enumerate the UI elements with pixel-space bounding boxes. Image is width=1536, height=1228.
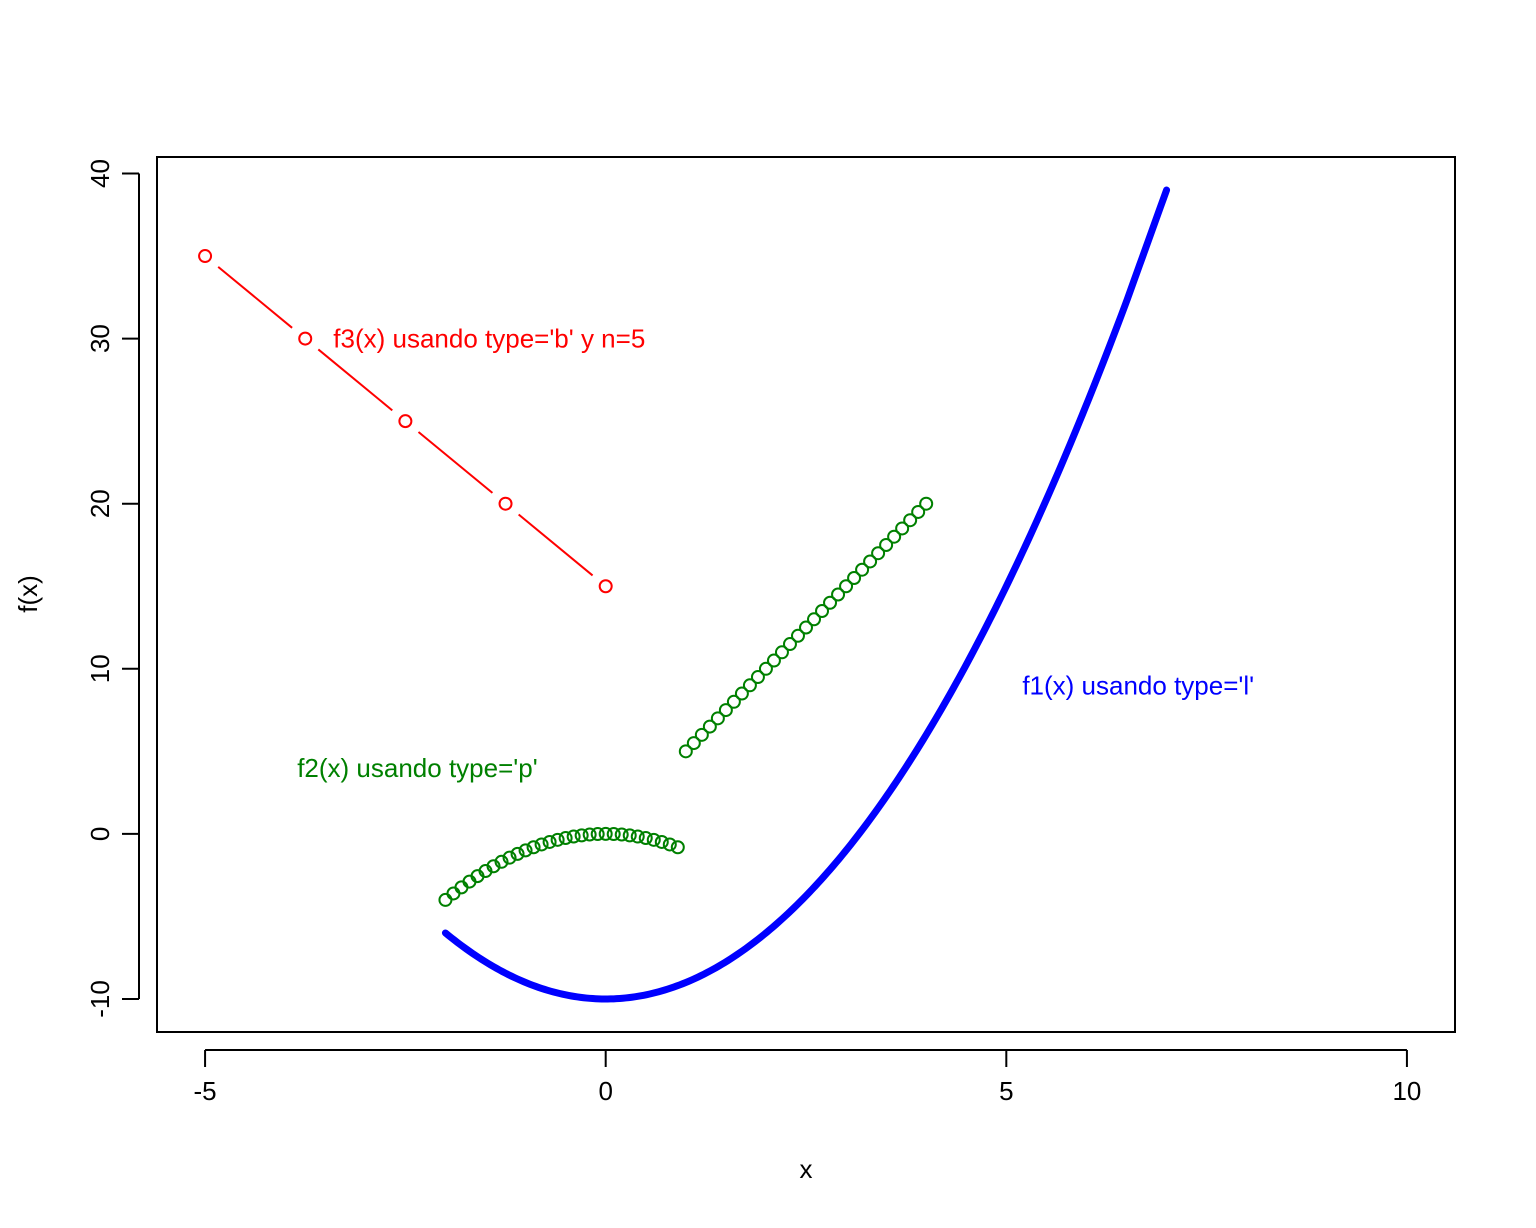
data-point <box>919 496 934 511</box>
x-tick-label: 10 <box>1392 1076 1421 1106</box>
data-point <box>590 827 605 842</box>
data-point <box>646 832 661 847</box>
data-point <box>598 826 613 841</box>
data-point <box>622 828 637 843</box>
x-axis: -5 0 5 10 <box>194 1049 1421 1106</box>
data-point <box>298 331 313 346</box>
series-segment <box>518 513 594 577</box>
annotation-label: f3(x) usando type='b' y n=5 <box>333 324 645 354</box>
y-tick-label: -10 <box>85 980 115 1018</box>
data-point <box>782 637 797 652</box>
data-point <box>847 570 862 585</box>
y-tick-label: 10 <box>85 654 115 683</box>
data-point <box>630 829 645 844</box>
y-axis-title: f(x) <box>13 575 43 613</box>
y-tick-label: 0 <box>85 827 115 841</box>
data-point <box>734 686 749 701</box>
data-point <box>766 653 781 668</box>
data-point <box>614 827 629 842</box>
data-point <box>879 537 894 552</box>
data-point <box>887 529 902 544</box>
series-f3 <box>198 249 613 594</box>
data-point <box>678 744 693 759</box>
data-point <box>198 249 213 264</box>
data-point <box>815 604 830 619</box>
data-point <box>790 628 805 643</box>
data-point <box>686 736 701 751</box>
data-point <box>518 843 533 858</box>
data-point <box>710 711 725 726</box>
data-point <box>542 834 557 849</box>
data-point <box>799 620 813 635</box>
data-point <box>446 886 461 901</box>
y-tick-label: 30 <box>85 324 115 353</box>
data-point <box>582 827 597 842</box>
data-point <box>574 828 589 843</box>
data-point <box>750 670 765 685</box>
data-point <box>855 562 870 577</box>
data-point <box>871 546 886 561</box>
data-point <box>726 694 741 709</box>
plot-series <box>198 186 1171 1003</box>
y-axis: -10 0 10 20 30 40 <box>85 159 140 1018</box>
data-point <box>606 827 621 842</box>
plot-annotations: f1(x) usando type='l' f2(x) usando type='… <box>297 324 1254 783</box>
data-point <box>807 612 822 627</box>
x-tick-label: 5 <box>999 1076 1013 1106</box>
data-point <box>694 727 709 742</box>
y-tick-label: 40 <box>85 159 115 188</box>
data-point <box>638 831 653 846</box>
data-point <box>526 840 541 855</box>
data-point <box>494 854 509 869</box>
data-point <box>598 579 613 594</box>
data-point <box>702 719 717 734</box>
data-point <box>831 587 846 602</box>
series-segment <box>417 431 494 494</box>
data-point <box>534 837 549 852</box>
data-point <box>510 846 525 861</box>
data-point <box>823 595 838 610</box>
data-point <box>895 521 910 536</box>
series-segment <box>317 348 393 412</box>
series-segment <box>217 266 293 329</box>
series-f1 <box>441 186 1171 1003</box>
annotation-label: f2(x) usando type='p' <box>297 753 537 783</box>
x-tick-label: 0 <box>598 1076 612 1106</box>
data-point <box>903 513 918 528</box>
x-axis-title: x <box>800 1154 813 1184</box>
data-point <box>558 831 573 846</box>
data-point <box>742 678 757 693</box>
data-point <box>863 554 878 569</box>
data-point <box>502 850 517 865</box>
series-f2b <box>678 496 934 759</box>
annotation-label: f1(x) usando type='l' <box>1022 670 1254 700</box>
y-tick-label: 20 <box>85 489 115 518</box>
data-point <box>662 837 677 852</box>
data-point <box>774 645 789 660</box>
series-f2a <box>438 826 685 907</box>
data-point <box>670 840 685 855</box>
plot-frame <box>156 156 1456 1033</box>
data-point <box>398 414 413 429</box>
data-point <box>550 832 565 847</box>
data-point <box>758 661 773 676</box>
data-point <box>839 579 854 594</box>
series-line <box>441 186 1171 1003</box>
data-point <box>566 829 581 844</box>
data-point <box>654 834 669 849</box>
data-point <box>438 892 453 907</box>
data-point <box>911 504 926 519</box>
data-point <box>718 703 733 718</box>
data-point <box>486 859 501 874</box>
x-tick-label: -5 <box>194 1076 217 1106</box>
data-point <box>498 496 513 511</box>
